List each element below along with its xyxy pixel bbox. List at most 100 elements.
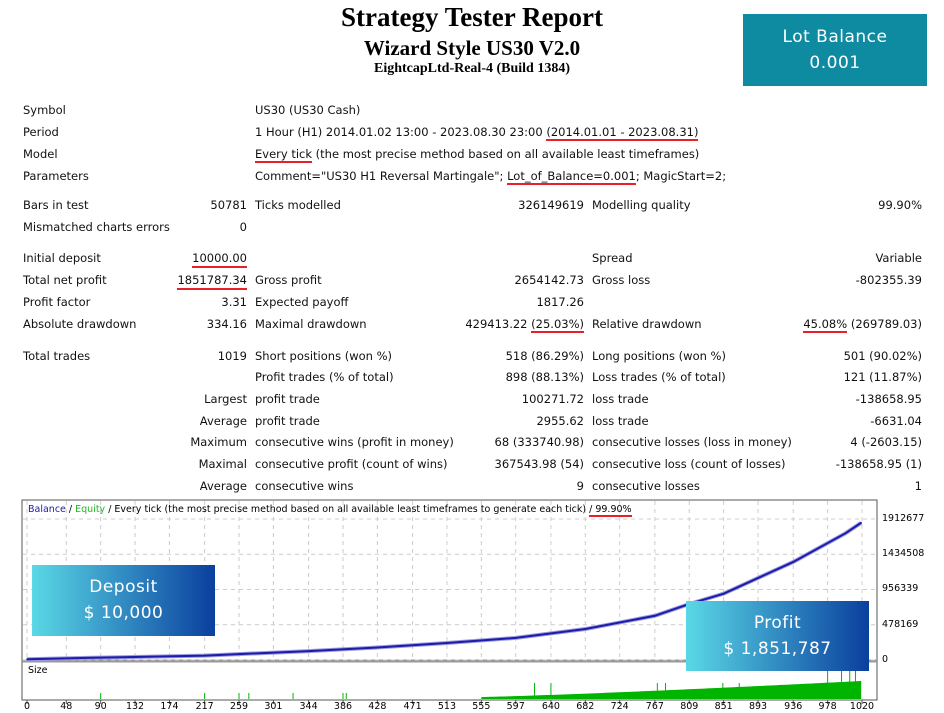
stat-rd-text: (269789.03) — [847, 317, 922, 331]
legend-quality: / 99.90% — [589, 504, 632, 517]
stat-maximal: Maximal — [198, 457, 247, 471]
x-tick-label: 471 — [403, 701, 422, 712]
chart-legend: Balance / Equity / Every tick (the most … — [28, 504, 632, 517]
x-tick-label: 132 — [125, 701, 145, 712]
deposit-box-value: $ 10,000 — [83, 603, 164, 623]
stat-pf: 3.31 — [221, 295, 247, 309]
balance-point — [792, 561, 795, 563]
stat-spread: Variable — [875, 251, 922, 265]
stat-pt: 898 (88.13%) — [505, 370, 584, 384]
stat-quality: 99.90% — [878, 198, 922, 212]
stat-rd-label: Relative drawdown — [592, 317, 702, 331]
stat-ticks-label: Ticks modelled — [255, 198, 341, 212]
x-tick-label: 936 — [784, 701, 803, 712]
stat-gl: -802355.39 — [855, 273, 922, 287]
stat-average: Average — [199, 414, 247, 428]
x-tick-label: 174 — [160, 701, 179, 712]
stat-ep: 1817.26 — [536, 295, 584, 309]
y-tick-label: 478169 — [882, 618, 919, 630]
stat-rd_pct: 45.08% (269789.03) — [803, 316, 922, 333]
x-tick-label: 0 — [23, 701, 31, 712]
account-build: EightcapLtd-Real-4 (Build 1384) — [373, 61, 570, 76]
stat-largest: Largest — [204, 392, 247, 406]
x-tick-label: 1020 — [849, 701, 875, 712]
stat-mcll-label: consecutive loss (count of losses) — [592, 457, 786, 471]
y-tick-label: 0 — [882, 654, 889, 665]
stat-gp: 2654142.73 — [514, 273, 584, 287]
x-tick-label: 682 — [576, 701, 595, 712]
profit-box-value: $ 1,851,787 — [723, 639, 832, 659]
balance-chart — [21, 499, 878, 704]
stat-md-label: Maximal drawdown — [255, 317, 367, 331]
x-tick-label: 301 — [264, 701, 283, 712]
balance-point — [376, 646, 379, 649]
x-tick-label: 259 — [229, 701, 249, 712]
balance-point — [584, 628, 587, 630]
x-tick-label: 386 — [333, 701, 353, 712]
balance-point — [844, 532, 847, 535]
parameters-value: Comment="US30 H1 Reversal Martingale"; L… — [255, 168, 727, 185]
stat-mcp-label: consecutive profit (count of wins) — [255, 457, 448, 471]
expert-name: Wizard Style US30 V2.0 — [363, 36, 581, 60]
stat-lpt-label: profit trade — [255, 392, 320, 406]
stat-rd_pct-text: 45.08% — [803, 317, 848, 333]
stat-acl-label: consecutive losses — [592, 479, 700, 493]
x-tick-label: 978 — [818, 701, 837, 712]
symbol-value: US30 (US30 Cash) — [255, 103, 361, 117]
stat-mcw-label: consecutive wins (profit in money) — [255, 435, 454, 449]
lot-balance-value: 0.001 — [809, 53, 861, 73]
x-tick-label: 809 — [680, 701, 699, 712]
stat-apt: 2955.62 — [536, 414, 584, 428]
stat-alt-label: loss trade — [592, 414, 649, 428]
legend-sep: / — [65, 504, 76, 515]
balance-point — [722, 592, 725, 595]
balance-point — [654, 614, 656, 617]
x-tick-label: 217 — [195, 701, 214, 712]
stat-ad: 334.16 — [206, 317, 247, 331]
stat-mcp: 367543.98 (54) — [494, 457, 584, 471]
balance-point — [203, 654, 206, 657]
parameters-text: Comment="US30 H1 Reversal Martingale"; — [255, 169, 508, 183]
y-tick-label: 1912677 — [882, 513, 925, 524]
balance-point — [91, 656, 94, 659]
stat-acw: 9 — [576, 479, 584, 493]
x-tick-label: 597 — [506, 701, 525, 712]
stat-gl-label: Gross loss — [592, 273, 651, 287]
stat-pt-label: Profit trades (% of total) — [255, 370, 394, 384]
model-highlight: Every tick — [255, 147, 313, 163]
x-tick-label: 48 — [60, 701, 73, 712]
stat-pf-label: Profit factor — [23, 295, 91, 309]
stat-lt-label: Loss trades (% of total) — [592, 370, 726, 384]
stat-gp-label: Gross profit — [255, 273, 322, 287]
parameters-tail: ; MagicStart=2; — [635, 169, 727, 183]
x-tick-label: 724 — [610, 701, 629, 712]
stat-tt: 1019 — [217, 349, 247, 363]
stat-ticks: 326149619 — [518, 198, 584, 212]
stat-acl: 1 — [914, 479, 922, 493]
x-tick-label: 555 — [472, 701, 491, 712]
symbol-label: Symbol — [23, 103, 66, 117]
stat-ep-label: Expected payoff — [255, 295, 349, 309]
stat-llt-label: loss trade — [592, 392, 649, 406]
stat-mismatch-label: Mismatched charts errors — [23, 220, 170, 234]
stat-ad-label: Absolute drawdown — [23, 317, 137, 331]
parameters-label: Parameters — [23, 169, 89, 183]
stat-mcl: 4 (-2603.15) — [850, 435, 922, 449]
stat-lp: 501 (90.02%) — [843, 349, 922, 363]
stat-llt: -138658.95 — [855, 392, 922, 406]
balance-line — [26, 521, 862, 661]
legend-model: / Every tick (the most precise method ba… — [105, 504, 590, 515]
x-tick-label: 767 — [645, 701, 664, 712]
report-title: Strategy Tester Report — [341, 2, 603, 32]
legend-balance: Balance — [28, 504, 66, 515]
balance-point — [514, 637, 517, 639]
lot-balance-label: Lot Balance — [782, 27, 888, 47]
period-value: 1 Hour (H1) 2014.01.02 13:00 - 2023.08.3… — [255, 124, 699, 141]
stat-net-label: Total net profit — [23, 273, 107, 287]
balance-point — [307, 650, 310, 652]
stat-sp: 518 (86.29%) — [505, 349, 584, 363]
deposit-box: Deposit $ 10,000 — [32, 565, 215, 636]
x-tick-label: 640 — [541, 701, 560, 712]
parameters-highlight: Lot_of_Balance=0.001 — [507, 169, 636, 185]
stat-deposit-label: Initial deposit — [23, 251, 101, 265]
